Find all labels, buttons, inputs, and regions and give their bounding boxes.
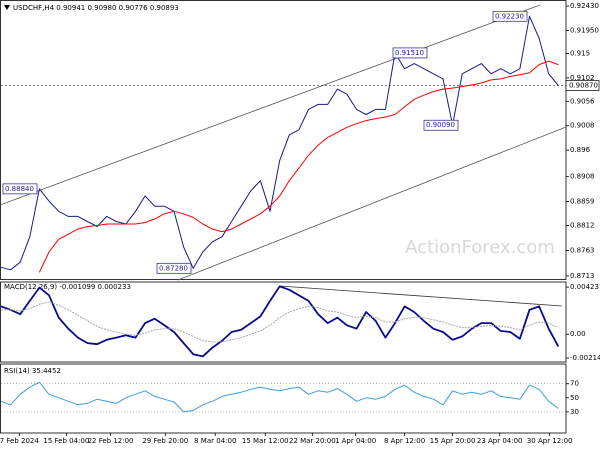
x-tick-label: 22 Mar 20:00: [289, 437, 336, 445]
y-tick-label: 50: [570, 394, 579, 402]
price-panel: [0, 0, 567, 280]
x-tick-label: 15 Feb 04:00: [43, 437, 89, 445]
annotation-box: [2, 183, 38, 195]
series-line: [0, 285, 560, 358]
price-title: USDCHF,H4 0.90941 0.90980 0.90776 0.9089…: [13, 4, 179, 12]
y-tick-label: 0.004237: [570, 283, 600, 291]
y-tick-label: 0.896: [570, 146, 591, 154]
rsi-panel: [0, 363, 567, 434]
series-line: [0, 15, 559, 271]
title-icon: [4, 5, 10, 10]
current-price-label: 0.90870: [569, 82, 598, 90]
annotation-label: 0.88840: [5, 185, 34, 193]
x-tick-label: 15 Mar 12:00: [242, 437, 289, 445]
y-tick-label: 0.92430: [570, 2, 599, 10]
current-price-box: [565, 80, 600, 91]
y-tick-label: 70: [570, 380, 579, 388]
series-line: [38, 60, 559, 273]
watermark: ActionForex.com: [405, 237, 555, 258]
series-line: [1, 301, 559, 343]
macd-panel: [0, 281, 567, 363]
x-tick-label: 29 Feb 20:00: [142, 437, 188, 445]
x-tick-label: 23 Apr 04:00: [477, 437, 523, 445]
y-tick-label: 0.91950: [570, 27, 599, 35]
annotation-label: 0.90090: [426, 121, 455, 129]
channel-lower: [177, 126, 567, 281]
y-tick-label: 0.00: [570, 330, 586, 338]
annotation-label: 0.87280: [159, 264, 188, 272]
x-tick-label: 8 Mar 04:00: [194, 437, 236, 445]
x-tick-label: 22 Feb 12:00: [88, 437, 134, 445]
x-tick-label: 30 Apr 12:00: [527, 437, 573, 445]
y-tick-label: 0.915: [570, 49, 590, 57]
y-tick-label: 0.9008: [570, 122, 595, 130]
y-tick-label: 0.8713: [570, 272, 595, 280]
y-tick-label: 0.8812: [570, 222, 595, 230]
x-tick-label: 1 Apr 04:00: [335, 437, 376, 445]
channel-upper: [0, 4, 541, 206]
y-tick-label: 30: [570, 408, 579, 416]
y-tick-label: 0.9102: [570, 74, 595, 82]
y-tick-label: 0.8859: [570, 198, 595, 206]
annotation-box: [156, 262, 192, 274]
series-line: [0, 381, 559, 413]
x-tick-label: 15 Apr 20:00: [430, 437, 476, 445]
y-tick-label: 0.9056: [570, 97, 595, 105]
annotation-box: [423, 119, 459, 131]
macd-title: MACD(12,26,9) -0.001099 0.000233: [4, 283, 131, 291]
x-tick-label: 8 Apr 12:00: [384, 437, 425, 445]
annotation-label: 0.92230: [495, 12, 524, 20]
y-tick-label: 0.8908: [570, 173, 595, 181]
rsi-title: RSI(14) 35.4452: [4, 367, 61, 375]
annotation-box: [492, 10, 528, 22]
x-tick-label: 7 Feb 2024: [0, 437, 39, 445]
annotation-box: [392, 47, 428, 59]
y-tick-label: -0.002142: [570, 354, 600, 362]
annotation-label: 0.91510: [395, 49, 424, 57]
macd-trendline: [279, 285, 563, 307]
y-tick-label: 0.8763: [570, 246, 595, 254]
